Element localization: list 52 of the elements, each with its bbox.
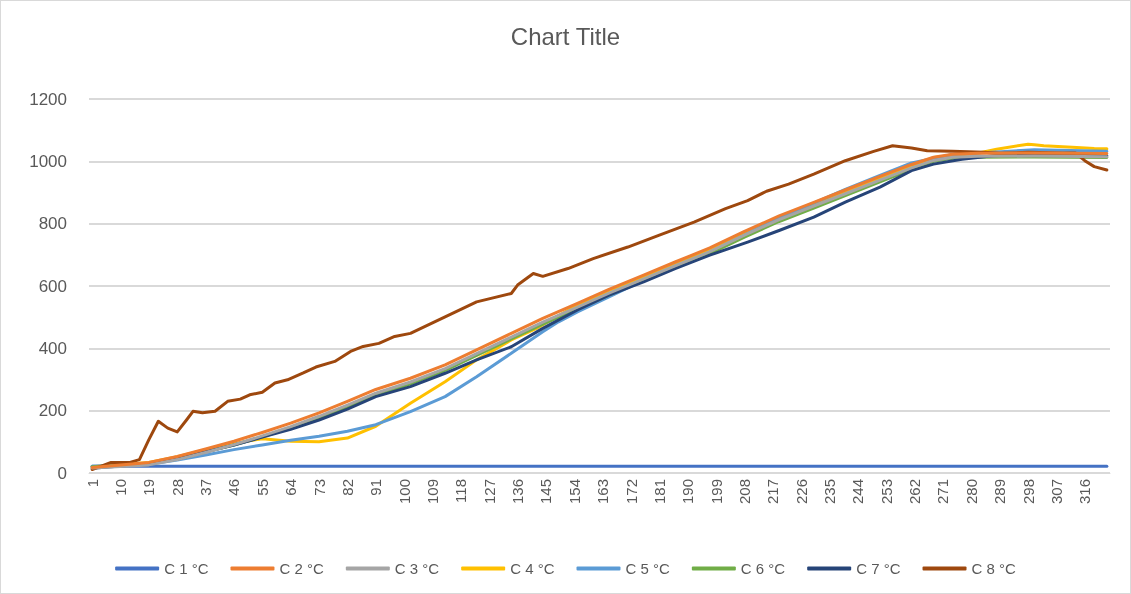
- x-tick-label: 307: [1047, 479, 1065, 505]
- x-tick-label: 172: [622, 479, 640, 505]
- x-tick-label: 10: [112, 479, 130, 496]
- x-tick-label: 163: [594, 479, 612, 505]
- x-tick-label: 253: [877, 479, 895, 505]
- x-tick-label: 19: [140, 479, 158, 496]
- y-tick-label: 0: [57, 463, 67, 483]
- x-tick-label: 190: [679, 479, 697, 505]
- x-tick-label: 208: [735, 479, 753, 505]
- legend-label: C 4 °C: [510, 560, 555, 577]
- x-tick-label: 280: [962, 479, 980, 505]
- x-tick-label: 289: [991, 479, 1009, 505]
- chart-title: Chart Title: [510, 22, 621, 50]
- legend-label: C 1 °C: [164, 560, 209, 577]
- x-tick-label: 136: [509, 479, 527, 505]
- x-tick-label: 235: [821, 479, 839, 505]
- x-tick-label: 91: [367, 479, 385, 496]
- x-tick-label: 118: [452, 479, 470, 503]
- x-tick-label: 145: [537, 479, 555, 505]
- x-tick-label: 1: [83, 479, 101, 488]
- y-tick-label: 400: [38, 338, 67, 358]
- x-tick-label: 271: [934, 479, 952, 505]
- legend-label: C 6 °C: [740, 560, 786, 577]
- legend-label: C 7 °C: [856, 560, 901, 577]
- x-tick-label: 55: [253, 479, 271, 496]
- legend-label: C 5 °C: [625, 560, 671, 577]
- x-tick-label: 244: [849, 479, 867, 505]
- x-tick-label: 37: [197, 479, 215, 496]
- y-tick-label: 600: [38, 276, 67, 296]
- x-tick-label: 181: [650, 479, 668, 505]
- x-tick-label: 199: [707, 479, 725, 505]
- legend-label: C 2 °C: [279, 560, 324, 577]
- y-tick-label: 1000: [29, 151, 67, 171]
- x-tick-label: 262: [906, 479, 924, 505]
- x-tick-label: 73: [310, 479, 328, 496]
- y-tick-label: 1200: [29, 89, 67, 109]
- x-tick-label: 28: [168, 479, 186, 496]
- legend-label: C 3 °C: [394, 560, 440, 577]
- x-tick-label: 109: [423, 479, 441, 505]
- x-tick-label: 46: [225, 479, 243, 496]
- x-tick-label: 217: [764, 479, 782, 505]
- y-tick-label: 800: [38, 214, 67, 234]
- x-tick-label: 226: [792, 479, 810, 505]
- x-tick-label: 82: [338, 479, 356, 496]
- x-tick-label: 154: [565, 479, 583, 505]
- x-tick-label: 127: [480, 479, 498, 505]
- x-tick-label: 298: [1019, 479, 1037, 505]
- x-tick-label: 64: [282, 479, 300, 496]
- y-tick-label: 200: [38, 401, 67, 421]
- x-tick-label: 100: [395, 479, 413, 505]
- legend-label: C 8 °C: [971, 560, 1017, 577]
- x-tick-label: 316: [1076, 479, 1094, 505]
